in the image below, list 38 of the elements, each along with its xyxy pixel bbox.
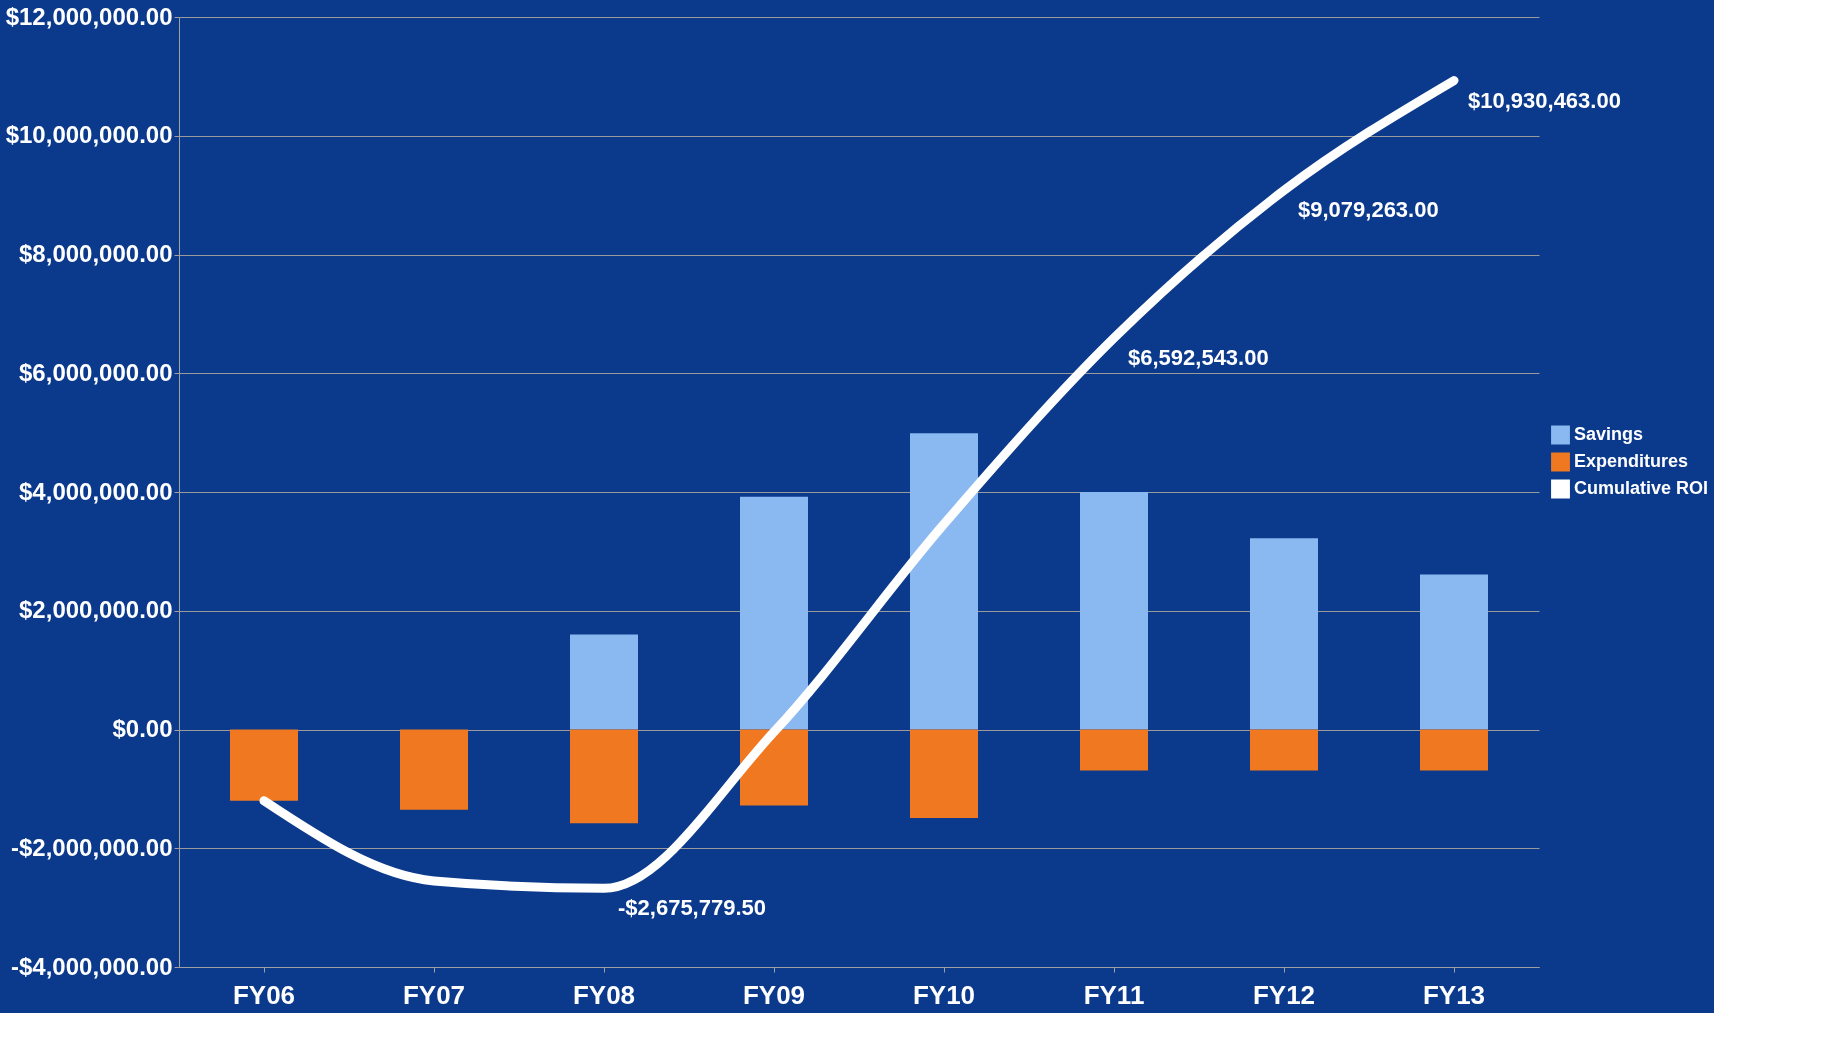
x-tick-label: FY11 (1083, 979, 1145, 1010)
bar (230, 729, 298, 801)
bar (740, 729, 808, 806)
legend-label: Savings (1574, 424, 1644, 444)
x-tick-label: FY07 (402, 979, 466, 1010)
y-tick-label: $10,000,000.00 (5, 121, 173, 149)
bar (1080, 729, 1148, 771)
y-tick-label: $12,000,000.00 (5, 2, 173, 30)
x-tick-label: FY13 (1422, 979, 1486, 1010)
bar (400, 729, 468, 810)
bar (570, 634, 638, 730)
data-label: $6,592,543.00 (1128, 345, 1269, 371)
bar (910, 433, 978, 730)
x-tick-label: FY10 (912, 979, 976, 1010)
bar (1250, 729, 1318, 771)
y-tick-label: $2,000,000.00 (19, 596, 173, 624)
x-tick-label: FY08 (572, 979, 636, 1010)
data-label: -$2,675,779.50 (618, 895, 767, 921)
data-label: $10,930,463.00 (1468, 87, 1621, 113)
data-label: $9,079,263.00 (1298, 197, 1439, 223)
bar (1420, 574, 1488, 730)
bar (570, 729, 638, 824)
x-tick-label: FY09 (742, 979, 806, 1010)
y-tick-label: $6,000,000.00 (19, 358, 173, 386)
legend-label: Expenditures (1574, 451, 1689, 471)
legend-label: Cumulative ROI (1574, 478, 1709, 498)
y-tick-label: $4,000,000.00 (19, 477, 173, 505)
bar (1250, 538, 1318, 730)
y-tick-label: $8,000,000.00 (19, 240, 173, 267)
y-tick-label: -$2,000,000.00 (11, 833, 173, 861)
bar (1080, 492, 1148, 730)
bar (740, 496, 808, 730)
bar (910, 729, 978, 818)
x-tick-label: FY12 (1252, 979, 1316, 1010)
y-tick-label: -$4,000,000.00 (11, 952, 173, 980)
bar (1420, 729, 1488, 771)
y-tick-label: $0.00 (112, 715, 173, 742)
x-tick-label: FY06 (232, 979, 296, 1010)
